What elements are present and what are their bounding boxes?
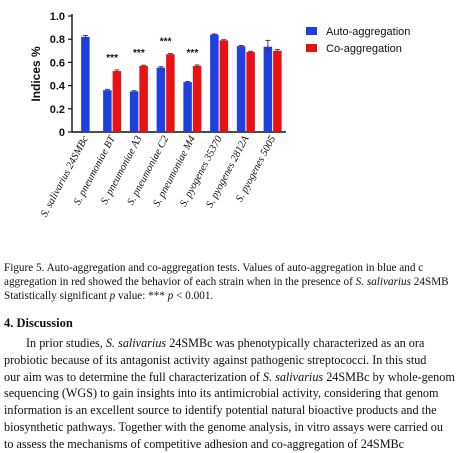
body-line: biosynthetic pathways. Together with the… — [4, 419, 474, 436]
chart-legend: Auto-aggregation Co-aggregation — [306, 26, 410, 55]
auto-aggregation-bar — [210, 34, 219, 133]
figure-caption: Figure 5. Auto-aggregation and co-aggreg… — [4, 261, 474, 303]
auto-aggregation-bar — [156, 67, 166, 132]
y-tick-label: 0.6 — [50, 57, 65, 69]
caption-text-2a: aggregation in red showed the behavior o… — [4, 276, 356, 288]
co-aggregation-bar — [166, 54, 175, 132]
body-line: sequencing (WGS) to gain insights into i… — [4, 385, 474, 402]
caption-line-3: Statistically significant p value: *** p… — [4, 289, 474, 303]
caption-text-1: Auto-aggregation and co-aggregation test… — [46, 262, 424, 274]
caption-line-1: Figure 5. Auto-aggregation and co-aggreg… — [4, 261, 474, 275]
legend-label: Auto-aggregation — [326, 26, 410, 38]
y-axis-label: Indices % — [29, 46, 43, 102]
caption-text-2b: 24SMB — [410, 276, 449, 288]
auto-aggregation-bar — [129, 91, 139, 132]
co-aggregation-bar — [246, 51, 255, 132]
y-tick-label: 0.4 — [50, 81, 66, 93]
caption-p-1: p — [109, 290, 116, 302]
section-heading: 4. Discussion — [4, 316, 73, 330]
caption-line-2: aggregation in red showed the behavior o… — [4, 275, 474, 289]
body-text-segment: to assess the mechanisms of competitive … — [4, 436, 405, 451]
body-line: our aim was to determine the full charac… — [4, 369, 474, 386]
caption-text-3b: value: *** — [115, 290, 168, 302]
body-text-segment: In prior studies, — [26, 336, 106, 350]
legend-swatch — [306, 44, 317, 52]
co-aggregation-bar — [112, 71, 122, 132]
caption-text-3c: < 0.001. — [173, 290, 214, 302]
auto-aggregation-bar — [183, 82, 192, 132]
chart-bars — [81, 33, 282, 133]
auto-aggregation-bar — [81, 36, 90, 132]
caption-species: S. salivarius — [355, 276, 411, 288]
caption-label: Figure 5. — [4, 262, 45, 274]
co-aggregation-bar — [219, 40, 229, 132]
significance-marker: *** — [160, 36, 172, 47]
body-line: In prior studies, S. salivarius 24SMBc w… — [4, 335, 474, 352]
bar-chart: 0 0.2 0.4 0.6 0.8 1.0 Indices % S. salivarius … — [29, 11, 410, 219]
body-line: probiotic because of its antagonist acti… — [4, 352, 474, 369]
y-tick-label: 0 — [59, 127, 65, 139]
body-text-segment: probiotic because of its antagonist acti… — [4, 352, 427, 367]
significance-marker: *** — [106, 53, 118, 64]
body-text-segment: information is an excellent source to id… — [4, 403, 437, 418]
body-species: S. salivarius — [262, 369, 324, 384]
caption-text-3a: Statistically significant — [4, 290, 110, 302]
body-species: S. salivarius — [105, 336, 167, 350]
significance-marker: *** — [187, 48, 199, 59]
y-tick-label: 1.0 — [50, 11, 65, 23]
body-text-segment: sequencing (WGS) to gain insights into i… — [4, 386, 439, 401]
category-label: S. salivarius 24SMBc — [39, 134, 91, 219]
co-aggregation-bar — [273, 50, 282, 132]
body-line: information is an excellent source to id… — [4, 402, 474, 419]
significance-marker: *** — [133, 48, 145, 59]
body-text-segment: 24SMBc by whole-genom — [323, 369, 455, 384]
auto-aggregation-bar — [103, 90, 112, 132]
caption-p-2: p — [167, 290, 174, 302]
body-text: In prior studies, S. salivarius 24SMBc w… — [4, 335, 474, 453]
co-aggregation-bar — [192, 65, 202, 132]
body-text-segment: 24SMBc was phenotypically characterized … — [166, 336, 425, 350]
co-aggregation-bar — [139, 65, 148, 132]
body-line: to assess the mechanisms of competitive … — [4, 436, 474, 453]
body-text-segment: our aim was to determine the full charac… — [4, 369, 263, 384]
auto-aggregation-bar — [236, 46, 246, 132]
legend-swatch — [306, 27, 317, 35]
auto-aggregation-bar — [263, 46, 273, 132]
body-text-segment: biosynthetic pathways. Together with the… — [4, 419, 443, 434]
legend-label: Co-aggregation — [326, 43, 402, 55]
y-tick-label: 0.8 — [50, 34, 65, 46]
y-tick-label: 0.2 — [50, 104, 65, 116]
